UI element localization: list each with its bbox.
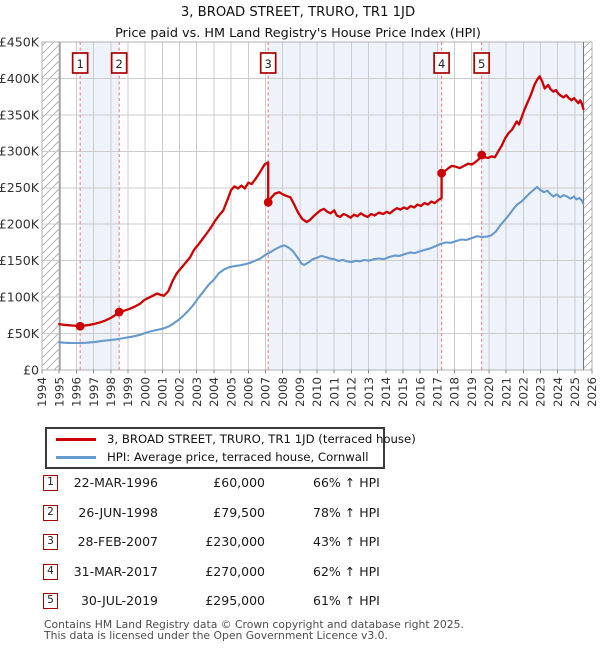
no-data-hatch xyxy=(42,42,592,370)
legend-item-price: 3, BROAD STREET, TRURO, TR1 1JD (terrace… xyxy=(47,432,416,447)
svg-text:2014: 2014 xyxy=(379,377,393,407)
sale-date: 26-JUN-1998 xyxy=(78,504,158,520)
svg-text:2003: 2003 xyxy=(190,377,204,407)
svg-text:1998: 1998 xyxy=(104,377,118,407)
svg-text:2011: 2011 xyxy=(327,377,341,407)
x-axis-ticks xyxy=(41,370,593,374)
sale-hpi-delta: 78% ↑ HPI xyxy=(313,504,380,520)
svg-text:2018: 2018 xyxy=(448,377,462,407)
svg-text:1994: 1994 xyxy=(35,377,49,407)
price-line-swatch xyxy=(56,437,96,441)
svg-text:£450K: £450K xyxy=(0,34,40,49)
sale-price: £60,000 xyxy=(213,475,265,490)
svg-text:2001: 2001 xyxy=(156,377,170,407)
svg-text:2025: 2025 xyxy=(568,377,582,407)
svg-text:2012: 2012 xyxy=(345,377,359,407)
chart-legend: 3, BROAD STREET, TRURO, TR1 1JD (terrace… xyxy=(45,427,416,469)
svg-text:2019: 2019 xyxy=(465,377,479,407)
sale-date: 28-FEB-2007 xyxy=(77,534,158,549)
sale-marker-badge: 5 xyxy=(43,593,58,609)
sale-marker-badge: 4 xyxy=(43,563,58,580)
svg-text:2000: 2000 xyxy=(138,377,152,407)
sale-row: 1 22-MAR-1996 £60,000 66% ↑ HPI xyxy=(43,474,433,504)
svg-text:2004: 2004 xyxy=(207,377,221,407)
svg-text:2005: 2005 xyxy=(224,377,238,407)
sale-row: 5 30-JUL-2019 £295,000 61% ↑ HPI xyxy=(43,592,433,622)
sale-price: £230,000 xyxy=(205,534,265,549)
licence-line-1: Contains HM Land Registry data © Crown c… xyxy=(44,618,464,631)
svg-text:2022: 2022 xyxy=(516,377,530,407)
sale-hpi-delta: 66% ↑ HPI xyxy=(313,475,380,490)
svg-text:1997: 1997 xyxy=(87,377,101,407)
svg-text:2015: 2015 xyxy=(396,377,410,407)
svg-text:1999: 1999 xyxy=(121,377,135,407)
chart-subtitle: Price paid vs. HM Land Registry's House … xyxy=(115,26,481,41)
sales-table: 1 22-MAR-1996 £60,000 66% ↑ HPI 2 26-JUN… xyxy=(43,474,433,622)
sale-marker-badge: 1 xyxy=(43,475,58,491)
sale-marker-badge: 3 xyxy=(43,534,58,550)
svg-text:2006: 2006 xyxy=(241,377,255,407)
svg-text:2017: 2017 xyxy=(431,377,445,407)
sale-marker-badge: 2 xyxy=(43,504,58,521)
svg-text:2008: 2008 xyxy=(276,377,290,407)
svg-text:2016: 2016 xyxy=(413,377,427,407)
svg-text:2026: 2026 xyxy=(585,377,599,407)
edge-lines xyxy=(59,42,585,370)
hpi-line xyxy=(58,185,585,345)
sale-dots xyxy=(75,150,487,331)
sale-date: 31-MAR-2017 xyxy=(73,563,158,579)
sale-date: 30-JUL-2019 xyxy=(80,593,158,608)
svg-text:£350K: £350K xyxy=(0,107,40,122)
sale-hpi-delta: 61% ↑ HPI xyxy=(313,593,380,608)
svg-text:£50K: £50K xyxy=(7,326,40,341)
svg-text:1996: 1996 xyxy=(70,377,84,407)
svg-text:£300K: £300K xyxy=(0,144,40,159)
sale-date: 22-MAR-1996 xyxy=(73,475,158,490)
price-hpi-chart: 3, BROAD STREET, TRURO, TR1 1JD Price pa… xyxy=(0,5,599,407)
svg-text:2023: 2023 xyxy=(534,377,548,407)
legend-label-hpi: HPI: Average price, terraced house, Corn… xyxy=(107,450,369,464)
svg-text:£250K: £250K xyxy=(0,180,40,195)
svg-text:2010: 2010 xyxy=(310,377,324,407)
svg-text:2009: 2009 xyxy=(293,377,307,407)
sale-price: £79,500 xyxy=(213,504,265,520)
svg-text:2002: 2002 xyxy=(173,377,187,407)
svg-text:1: 1 xyxy=(76,57,83,71)
sale-number-boxes: 1 2 3 4 5 xyxy=(71,52,491,74)
licence-footer: Contains HM Land Registry data © Crown c… xyxy=(44,619,464,642)
svg-text:2013: 2013 xyxy=(362,377,376,407)
svg-text:3: 3 xyxy=(265,57,272,71)
svg-text:2020: 2020 xyxy=(482,377,496,407)
sale-row: 2 26-JUN-1998 £79,500 78% ↑ HPI xyxy=(43,504,433,534)
svg-text:4: 4 xyxy=(438,57,445,71)
svg-text:£100K: £100K xyxy=(0,290,40,305)
sale-price: £270,000 xyxy=(205,563,265,579)
sale-row: 3 28-FEB-2007 £230,000 43% ↑ HPI xyxy=(43,533,433,563)
svg-text:£400K: £400K xyxy=(0,71,40,86)
sale-row: 4 31-MAR-2017 £270,000 62% ↑ HPI xyxy=(43,563,433,593)
svg-text:1995: 1995 xyxy=(52,377,66,407)
svg-text:5: 5 xyxy=(478,57,485,71)
y-axis-labels: £0 £50K £100K £150K £200K £250K £300K £350K £400… xyxy=(0,34,40,377)
licence-line-2: This data is licensed under the Open Gov… xyxy=(44,629,388,643)
x-axis-labels: 1994 1995 1996 1997 1998 1999 2000 2001 2002 2003… xyxy=(35,377,599,407)
sale-hpi-delta: 43% ↑ HPI xyxy=(313,534,380,549)
legend-label-price: 3, BROAD STREET, TRURO, TR1 1JD (terrace… xyxy=(107,432,416,446)
svg-text:£150K: £150K xyxy=(0,253,40,268)
svg-text:2007: 2007 xyxy=(259,377,273,407)
svg-text:2: 2 xyxy=(116,57,123,71)
price-line xyxy=(58,75,585,328)
svg-text:2021: 2021 xyxy=(499,377,513,407)
svg-text:2024: 2024 xyxy=(551,377,565,407)
sale-hpi-delta: 62% ↑ HPI xyxy=(313,563,380,579)
sale-price: £295,000 xyxy=(205,593,265,608)
owned-bands xyxy=(80,42,584,370)
svg-text:£200K: £200K xyxy=(0,217,40,232)
chart-title: 3, BROAD STREET, TRURO, TR1 1JD xyxy=(181,5,415,20)
svg-text:£0: £0 xyxy=(23,362,39,377)
hpi-line-swatch xyxy=(56,455,96,459)
legend-item-hpi: HPI: Average price, terraced house, Corn… xyxy=(47,450,383,465)
